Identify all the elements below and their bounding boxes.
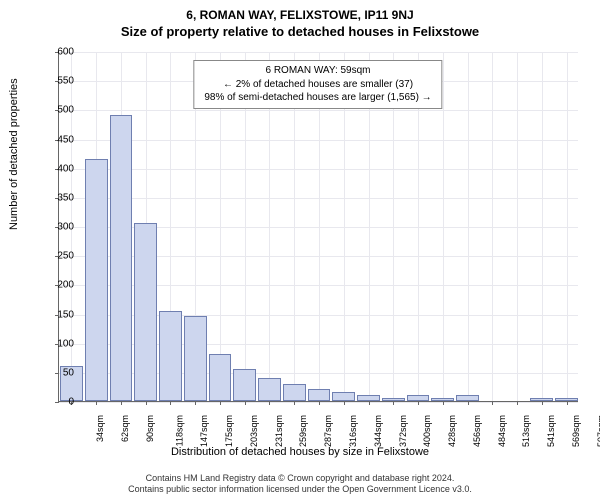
xtick-label: 456sqm (472, 415, 482, 447)
histogram-bar (332, 392, 355, 401)
xtick-label: 147sqm (199, 415, 209, 447)
ytick-label: 100 (34, 338, 74, 349)
xtick-mark (369, 401, 370, 405)
ytick-label: 50 (34, 367, 74, 378)
ytick-label: 300 (34, 222, 74, 233)
xtick-label: 372sqm (398, 415, 408, 447)
xtick-label: 34sqm (95, 415, 105, 442)
xtick-label: 484sqm (497, 415, 507, 447)
xtick-label: 118sqm (174, 415, 184, 446)
ytick-label: 500 (34, 105, 74, 116)
xtick-label: 513sqm (521, 415, 531, 447)
xtick-mark (492, 401, 493, 405)
xtick-mark (170, 401, 171, 405)
xtick-mark (146, 401, 147, 405)
xtick-mark (517, 401, 518, 405)
ytick-label: 400 (34, 163, 74, 174)
x-axis-label: Distribution of detached houses by size … (0, 446, 600, 458)
ytick-label: 0 (34, 397, 74, 408)
xtick-mark (443, 401, 444, 405)
histogram-bar (184, 316, 207, 401)
info-box: 6 ROMAN WAY: 59sqm ← 2% of detached hous… (193, 60, 442, 109)
ytick-label: 150 (34, 309, 74, 320)
xtick-label: 62sqm (120, 415, 130, 442)
xtick-label: 541sqm (546, 415, 556, 447)
chart-container: 6, ROMAN WAY, FELIXSTOWE, IP11 9NJ Size … (0, 0, 600, 500)
ytick-label: 450 (34, 134, 74, 145)
histogram-bar (209, 354, 232, 401)
gridline-v (492, 52, 493, 401)
xtick-mark (245, 401, 246, 405)
xtick-mark (468, 401, 469, 405)
xtick-mark (567, 401, 568, 405)
ytick-label: 200 (34, 280, 74, 291)
xtick-label: 400sqm (422, 415, 432, 447)
histogram-bar (159, 311, 182, 401)
histogram-bar (134, 223, 157, 401)
gridline-v (567, 52, 568, 401)
xtick-mark (220, 401, 221, 405)
xtick-label: 175sqm (224, 415, 234, 447)
info-line-3: 98% of semi-detached houses are larger (… (204, 91, 431, 105)
info-line-1: 6 ROMAN WAY: 59sqm (204, 64, 431, 78)
xtick-label: 259sqm (299, 415, 309, 447)
xtick-label: 316sqm (348, 415, 358, 447)
xtick-label: 597sqm (596, 415, 600, 447)
ytick-label: 350 (34, 192, 74, 203)
xtick-label: 231sqm (274, 415, 284, 447)
xtick-mark (195, 401, 196, 405)
ytick-label: 550 (34, 76, 74, 87)
histogram-bar (308, 389, 331, 401)
footer: Contains HM Land Registry data © Crown c… (0, 473, 600, 496)
chart-area: 6 ROMAN WAY: 59sqm ← 2% of detached hous… (58, 52, 578, 402)
gridline-v (443, 52, 444, 401)
y-axis-label: Number of detached properties (8, 78, 20, 230)
xtick-label: 428sqm (447, 415, 457, 447)
histogram-bar (283, 384, 306, 402)
xtick-mark (96, 401, 97, 405)
histogram-bar (233, 369, 256, 401)
address-title: 6, ROMAN WAY, FELIXSTOWE, IP11 9NJ (0, 0, 600, 22)
xtick-label: 90sqm (145, 415, 155, 442)
histogram-bar (110, 115, 133, 401)
xtick-label: 287sqm (323, 415, 333, 447)
gridline-v (468, 52, 469, 401)
xtick-mark (344, 401, 345, 405)
xtick-mark (542, 401, 543, 405)
xtick-mark (294, 401, 295, 405)
xtick-mark (319, 401, 320, 405)
xtick-mark (418, 401, 419, 405)
gridline-v (517, 52, 518, 401)
footer-line-2: Contains public sector information licen… (0, 484, 600, 496)
footer-line-1: Contains HM Land Registry data © Crown c… (0, 473, 600, 485)
ytick-label: 600 (34, 47, 74, 58)
xtick-mark (121, 401, 122, 405)
xtick-label: 203sqm (249, 415, 259, 447)
ytick-label: 250 (34, 251, 74, 262)
histogram-bar (258, 378, 281, 401)
xtick-label: 344sqm (373, 415, 383, 447)
gridline-v (542, 52, 543, 401)
xtick-label: 569sqm (571, 415, 581, 447)
histogram-bar (85, 159, 108, 401)
chart-title: Size of property relative to detached ho… (0, 22, 600, 39)
xtick-mark (269, 401, 270, 405)
info-line-2: ← 2% of detached houses are smaller (37) (204, 78, 431, 92)
xtick-mark (393, 401, 394, 405)
